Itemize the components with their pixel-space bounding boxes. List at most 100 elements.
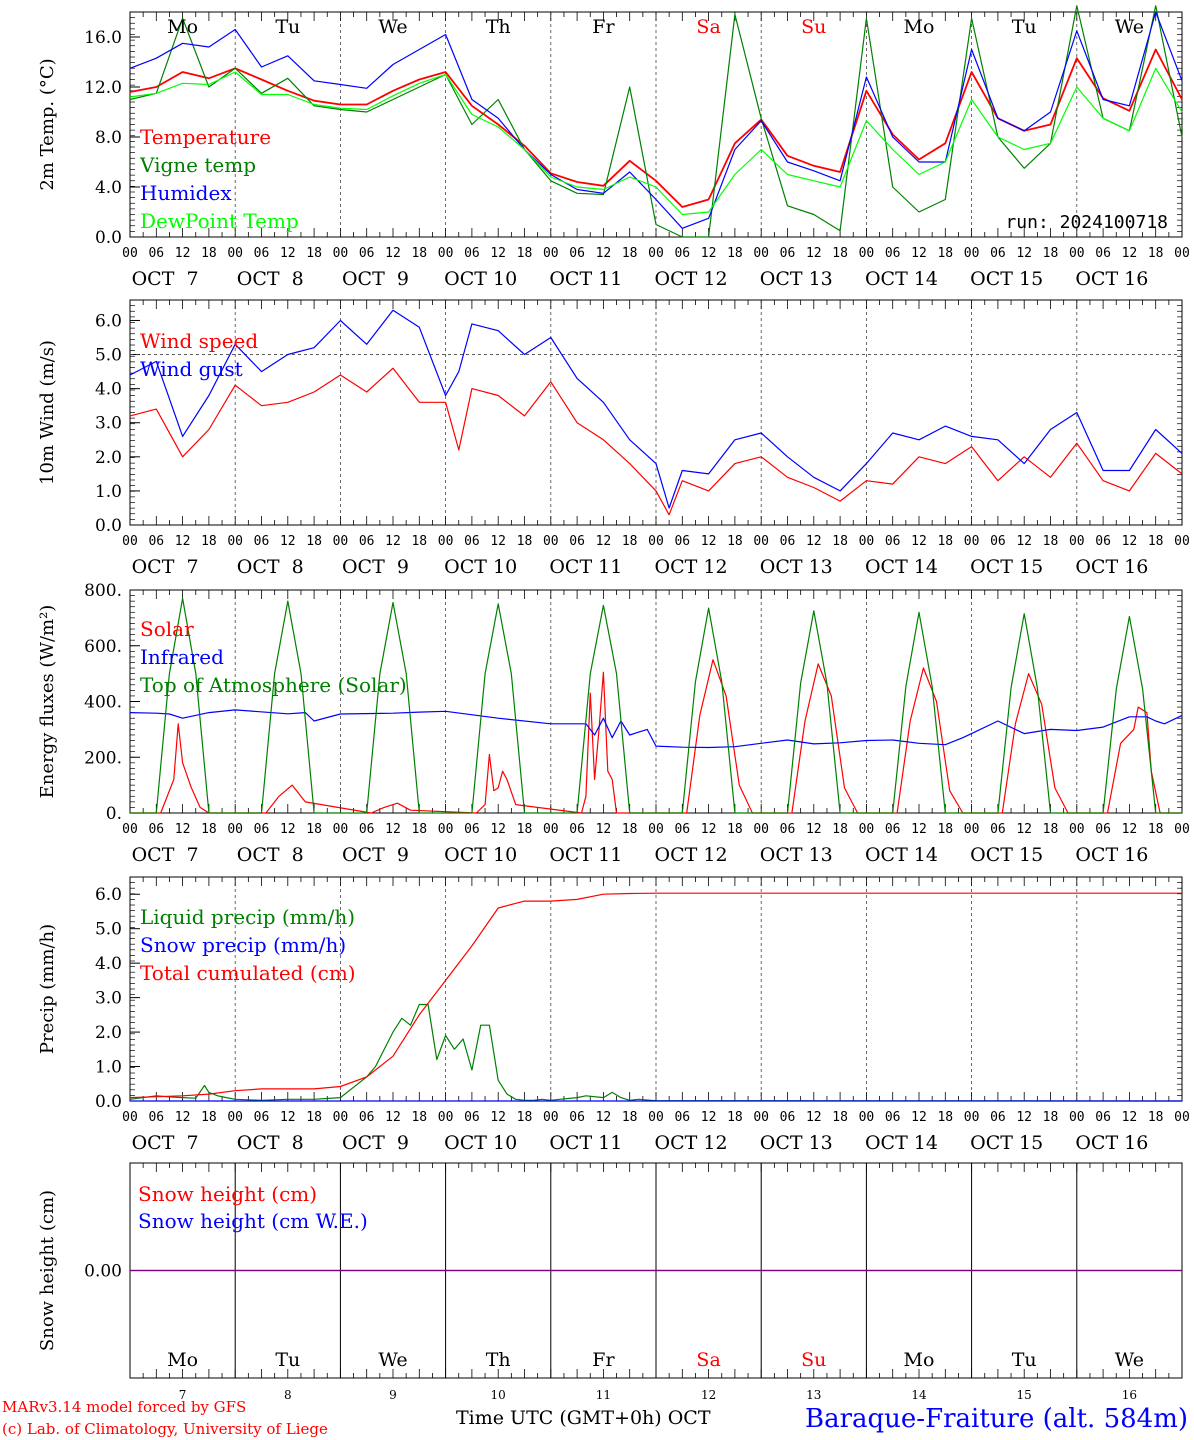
hour-tick-label: 12 [911, 246, 927, 261]
hour-tick-label: 12 [1122, 1110, 1138, 1125]
hour-tick-label: 00 [1174, 822, 1190, 837]
legend-entry: DewPoint Temp [140, 209, 299, 233]
hour-tick-label: 00 [438, 1110, 454, 1125]
day-name: We [1115, 1349, 1144, 1371]
hour-tick-label: 12 [490, 246, 506, 261]
hour-tick-label: 18 [201, 1110, 217, 1125]
hour-tick-label: 00 [543, 246, 559, 261]
hour-tick-label: 06 [254, 246, 270, 261]
day-name: Th [486, 16, 511, 38]
y-tick-label: 4.0 [95, 380, 122, 400]
hour-tick-label: 06 [464, 534, 480, 549]
hour-tick-label: 18 [727, 246, 743, 261]
legend-entry: Wind gust [140, 357, 243, 381]
day-name: We [378, 16, 407, 38]
date-label: OCT 14 [865, 556, 938, 578]
y-tick-label: 4.0 [95, 954, 122, 974]
date-label: OCT 9 [342, 268, 409, 290]
date-number: 14 [911, 1388, 927, 1402]
date-number: 15 [1017, 1388, 1032, 1402]
date-label: OCT 8 [237, 268, 304, 290]
hour-tick-label: 06 [569, 534, 585, 549]
y-tick-label: 2.0 [95, 1023, 122, 1043]
hour-tick-label: 18 [411, 246, 427, 261]
hour-tick-label: 00 [227, 246, 243, 261]
y-tick-label: 3.0 [95, 414, 122, 434]
hour-tick-label: 12 [806, 1110, 822, 1125]
hour-tick-label: 12 [280, 246, 296, 261]
date-number: 9 [389, 1388, 397, 1402]
hour-tick-label: 18 [832, 246, 848, 261]
hour-tick-label: 12 [385, 534, 401, 549]
hour-tick-label: 00 [648, 534, 664, 549]
hour-tick-label: 00 [648, 1110, 664, 1125]
y-tick-label: 8.0 [95, 128, 122, 148]
hour-tick-label: 00 [543, 534, 559, 549]
date-label: OCT 7 [132, 1132, 199, 1154]
legend-entry: Infrared [140, 645, 224, 669]
date-label: OCT 8 [237, 1132, 304, 1154]
date-number: 11 [596, 1388, 611, 1402]
hour-tick-label: 00 [333, 822, 349, 837]
date-number: 7 [179, 1388, 187, 1402]
day-name: Mo [904, 1349, 935, 1371]
hour-tick-label: 12 [701, 1110, 717, 1125]
hour-tick-label: 18 [1043, 246, 1059, 261]
date-number: 8 [284, 1388, 292, 1402]
hour-tick-label: 18 [517, 534, 533, 549]
y-tick-label: 400. [84, 693, 122, 713]
day-name: Tu [275, 16, 300, 38]
hour-tick-label: 00 [753, 246, 769, 261]
y-tick-label: 12.0 [84, 78, 122, 98]
y-tick-label: 0.0 [95, 516, 122, 536]
hour-tick-label: 06 [885, 1110, 901, 1125]
legend-entry: Snow height (cm W.E.) [138, 1209, 368, 1233]
day-name: Mo [904, 16, 935, 38]
panel-5 [129, 1162, 1183, 1379]
legend-entry: Top of Atmosphere (Solar) [140, 673, 407, 697]
hour-tick-label: 18 [517, 246, 533, 261]
series-line-wind-speed [129, 367, 1183, 516]
date-label: OCT 11 [549, 268, 622, 290]
hour-tick-label: 12 [490, 1110, 506, 1125]
day-name: Fr [592, 16, 615, 38]
day-name: Mo [167, 1349, 198, 1371]
panel-2 [129, 299, 1183, 526]
series-line-infrared [129, 709, 1183, 749]
hour-tick-label: 00 [122, 822, 138, 837]
hour-tick-label: 06 [569, 1110, 585, 1125]
hour-tick-label: 12 [385, 1110, 401, 1125]
hour-tick-label: 12 [596, 246, 612, 261]
date-label: OCT 16 [1075, 844, 1148, 866]
day-name: We [378, 1349, 407, 1371]
hour-tick-label: 06 [464, 1110, 480, 1125]
hour-tick-label: 18 [306, 1110, 322, 1125]
hour-tick-label: 18 [727, 534, 743, 549]
hour-tick-label: 18 [201, 822, 217, 837]
hour-tick-label: 00 [648, 246, 664, 261]
series-line-dewpoint-temp [129, 67, 1183, 216]
date-number: 13 [806, 1388, 821, 1402]
date-number: 16 [1122, 1388, 1137, 1402]
hour-tick-label: 06 [569, 246, 585, 261]
date-label: OCT 14 [865, 268, 938, 290]
series-line-liquid-precip-mm-h- [129, 1003, 1183, 1102]
hour-tick-label: 18 [1043, 1110, 1059, 1125]
hour-tick-label: 12 [806, 534, 822, 549]
hour-tick-label: 18 [622, 822, 638, 837]
hour-tick-label: 18 [937, 1110, 953, 1125]
date-label: OCT 13 [760, 556, 833, 578]
hour-tick-label: 00 [438, 822, 454, 837]
hour-tick-label: 12 [806, 246, 822, 261]
hour-tick-label: 06 [569, 822, 585, 837]
y-tick-label: 0.00 [84, 1262, 122, 1282]
hour-tick-label: 12 [490, 534, 506, 549]
day-name: Sa [696, 1349, 720, 1371]
hour-tick-label: 00 [753, 822, 769, 837]
panel-frame [129, 589, 1183, 814]
date-label: OCT 16 [1075, 268, 1148, 290]
date-label: OCT 10 [444, 268, 517, 290]
date-label: OCT 14 [865, 844, 938, 866]
day-name: Fr [592, 1349, 615, 1371]
